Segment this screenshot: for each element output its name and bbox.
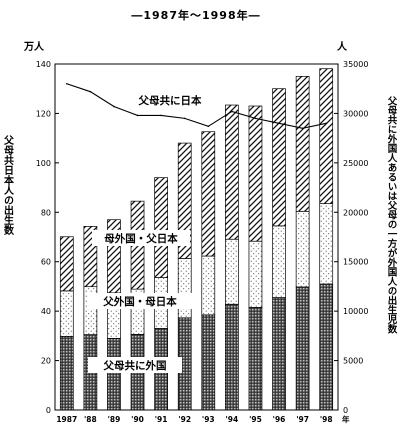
plot-frame (54, 63, 339, 411)
line-point-8 (231, 110, 233, 113)
left-axis-label: 父母共日本人の出生数 (2, 135, 15, 236)
line-point-9 (254, 117, 257, 120)
x-tick-label-4: '90 (131, 415, 144, 424)
bar-segment-3-1 (59, 236, 74, 292)
bar-segment-3-6 (177, 142, 192, 259)
bar-segment-1-11 (295, 286, 310, 411)
x-tick-label-2: '88 (84, 415, 97, 424)
line-point-12 (325, 122, 328, 125)
right-tick-label-0: 0 (343, 406, 348, 415)
bar-segment-3-8 (225, 104, 239, 240)
left-tick-label-0: 0 (46, 406, 51, 415)
bar-segment-3-12 (319, 68, 334, 204)
bar-segment-3-10 (272, 88, 286, 227)
label-series-3: 母外国・父日本 (104, 232, 178, 245)
right-tick-label-10000: 10000 (343, 307, 368, 316)
right-axis-label: 父母共に外国人あるいは父母の一方が外国人の出生児数 (386, 96, 399, 334)
left-tick-label-80: 80 (41, 208, 51, 217)
left-tick-label-120: 120 (36, 109, 51, 118)
right-axis-ticks: 0 5000 10000 15000 20000 25000 30000 35000 (334, 60, 368, 415)
bar-segment-3-9 (248, 105, 263, 242)
line-point-11 (301, 127, 304, 130)
right-tick-label-20000: 20000 (343, 208, 368, 217)
bar-segment-1-7 (201, 314, 216, 411)
right-tick-label-5000: 5000 (343, 357, 363, 366)
bar-segment-2-11 (295, 210, 310, 288)
line-point-7 (207, 125, 210, 128)
x-tick-label-9: '95 (249, 415, 262, 424)
bar-segment-1-8 (225, 303, 239, 411)
line-point-6 (183, 117, 186, 120)
label-series-1-box (88, 357, 182, 373)
x-tick-label-1: 1987 (56, 415, 77, 424)
left-axis-ticks: 0 20 40 60 80 100 120 140 (36, 60, 59, 415)
left-tick-label-40: 40 (41, 307, 51, 316)
line-series-path (66, 83, 327, 129)
right-axis-unit: 人 (337, 40, 348, 53)
bar-segment-1-9 (248, 307, 263, 411)
line-point-10 (278, 122, 280, 125)
x-axis-ticks: 1987 '88 '89 '90 '91 '92 '93 '94 '95 '96 '97 '98 (56, 415, 332, 424)
line-point-2 (89, 90, 92, 93)
line-point-1 (65, 82, 68, 85)
bar-segment-3-7 (201, 131, 216, 257)
x-tick-label-5: '91 (155, 415, 168, 424)
bar-segment-3-11 (295, 76, 310, 212)
label-series-3-box (92, 230, 190, 246)
bar-segment-3-5 (154, 177, 168, 278)
left-tick-label-140: 140 (36, 60, 51, 69)
label-series-2: 父外国・母日本 (102, 295, 177, 308)
bar-segment-1-10 (272, 297, 286, 411)
x-tick-label-3: '89 (108, 415, 121, 424)
bar-segment-2-9 (248, 240, 263, 308)
chart-title: ―1987年～1998年― (131, 8, 260, 22)
line-point-4 (136, 114, 139, 117)
x-tick-label-6: '92 (178, 415, 191, 424)
right-tick-label-30000: 30000 (343, 109, 368, 118)
bar-segment-2-7 (201, 255, 216, 316)
bar-segment-2-12 (319, 203, 334, 285)
bar-segment-1-12 (319, 283, 334, 411)
x-tick-label-12: '98 (320, 415, 333, 424)
right-tick-label-25000: 25000 (343, 159, 368, 168)
line-point-5 (160, 114, 162, 117)
label-series-1: 父母共に外国 (103, 359, 167, 372)
x-tick-label-7: '93 (202, 415, 215, 424)
bar-segment-1-1 (59, 336, 74, 411)
bar-segment-1-3 (107, 337, 121, 411)
x-tick-label-10: '96 (273, 415, 286, 424)
label-line-series: 父母共に日本 (138, 94, 202, 107)
label-series-2-box (88, 293, 192, 309)
left-axis-unit: 万人 (23, 40, 45, 53)
bar-segment-2-10 (272, 225, 286, 298)
right-tick-label-35000: 35000 (343, 60, 368, 69)
right-tick-label-15000: 15000 (343, 258, 368, 267)
bar-segment-2-8 (225, 238, 239, 305)
left-tick-label-20: 20 (41, 357, 51, 366)
left-tick-label-60: 60 (41, 258, 51, 267)
bar-segment-2-1 (59, 290, 74, 337)
left-tick-label-100: 100 (36, 159, 51, 168)
x-axis-suffix: 年 (342, 414, 350, 424)
line-layer (65, 82, 328, 130)
x-tick-label-8: '94 (226, 415, 239, 424)
x-tick-label-11: '97 (296, 415, 309, 424)
line-point-3 (113, 105, 115, 108)
